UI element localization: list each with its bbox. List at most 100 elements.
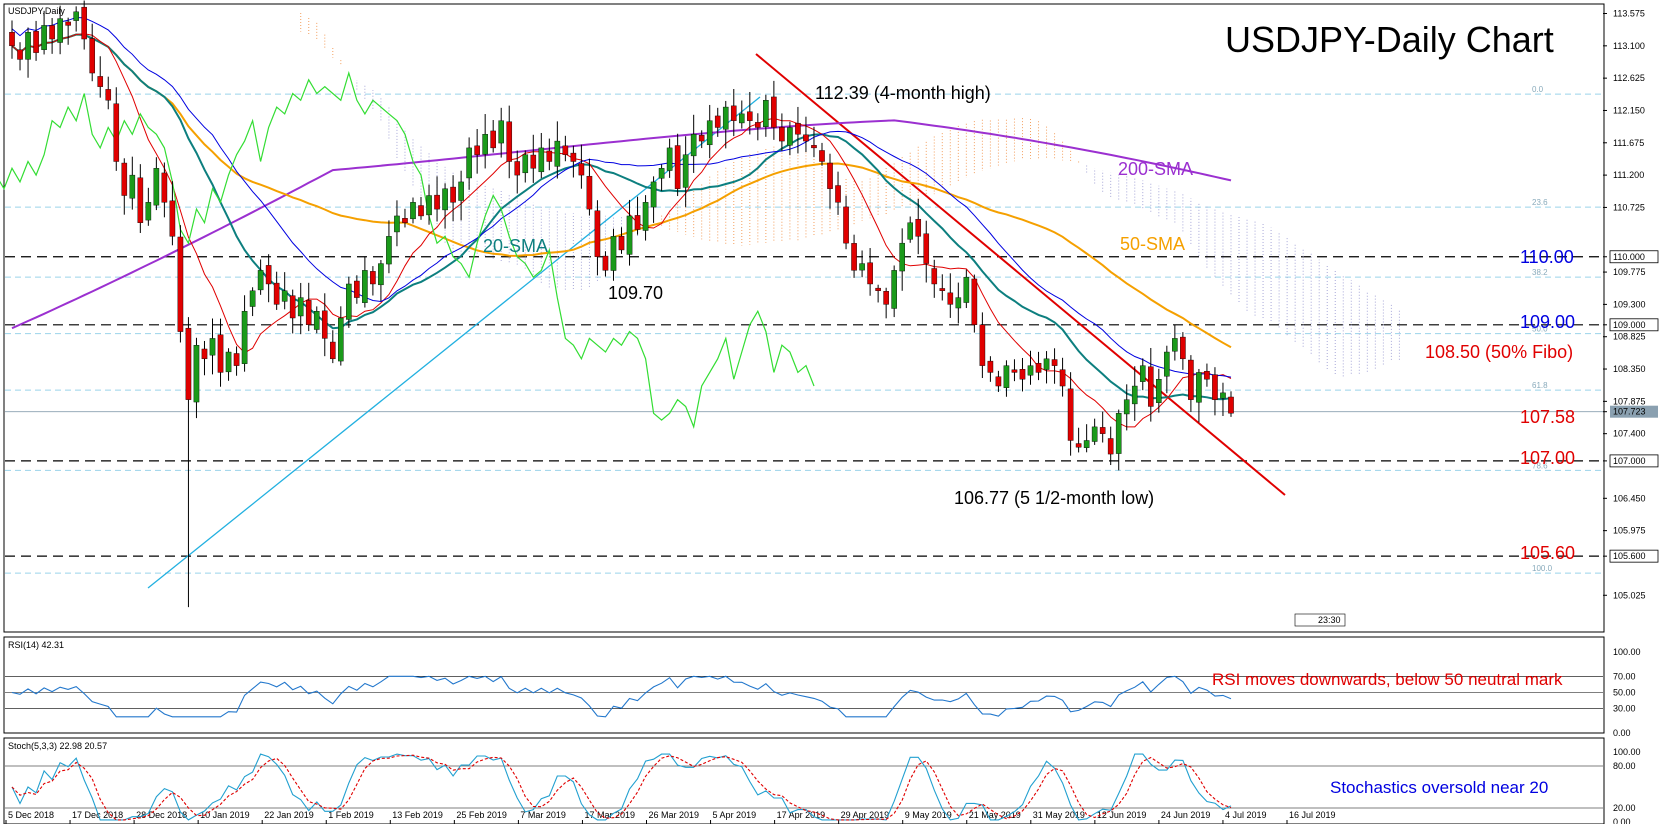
candle-body bbox=[1027, 365, 1034, 376]
candle-body bbox=[1180, 336, 1186, 360]
candle-body bbox=[9, 32, 15, 47]
candle-body bbox=[883, 291, 889, 305]
candle-body bbox=[1019, 369, 1026, 380]
candle-body bbox=[49, 25, 55, 40]
candle-body bbox=[835, 185, 841, 203]
candle-body bbox=[538, 147, 545, 173]
candle-body bbox=[362, 270, 368, 303]
current-price-label: 107.723 bbox=[1613, 407, 1646, 417]
candle-body bbox=[57, 18, 63, 43]
time-tick-label: 17 Apr 2019 bbox=[777, 810, 826, 820]
candle-body bbox=[1107, 438, 1114, 455]
candle-body bbox=[506, 121, 513, 162]
time-tick-label: 24 Jun 2019 bbox=[1161, 810, 1211, 820]
candle-body bbox=[827, 162, 833, 189]
price-tick-label: 111.675 bbox=[1613, 138, 1644, 148]
candle-body bbox=[1083, 440, 1090, 448]
candle-body bbox=[626, 215, 633, 255]
time-tick-label: 10 Jan 2019 bbox=[200, 810, 250, 820]
time-tick-label: 12 Jun 2019 bbox=[1097, 810, 1147, 820]
rsi-line bbox=[11, 675, 1232, 718]
candle-body bbox=[490, 130, 496, 149]
candle-body bbox=[65, 21, 71, 26]
osc-tick-label: 0.00 bbox=[1613, 817, 1631, 824]
candle-body bbox=[217, 334, 224, 373]
level-badge bbox=[1609, 250, 1659, 264]
candle-body bbox=[113, 103, 120, 162]
price-tick-label: 111.200 bbox=[1613, 170, 1644, 180]
level-badge-label: 109.000 bbox=[1613, 320, 1646, 330]
time-tick-label: 9 May 2019 bbox=[905, 810, 952, 820]
time-tick-label: 16 Jul 2019 bbox=[1289, 810, 1336, 820]
fibo-label: 78.6 bbox=[1532, 461, 1548, 470]
candle-body bbox=[81, 6, 87, 40]
candle-body bbox=[289, 295, 296, 319]
label-20-sma: 20-SMA bbox=[483, 236, 548, 256]
candle-body bbox=[594, 210, 601, 257]
candle-body bbox=[482, 134, 488, 155]
candle-body bbox=[747, 111, 753, 121]
candle-body bbox=[570, 152, 577, 162]
chart-title: USDJPY-Daily Chart bbox=[1225, 19, 1554, 60]
price-tick-label: 109.300 bbox=[1613, 299, 1646, 309]
stoch-d-line bbox=[11, 754, 1232, 821]
candle-body bbox=[17, 49, 23, 60]
candle-body bbox=[370, 271, 376, 285]
candles bbox=[9, 0, 1234, 608]
candle-body bbox=[1156, 379, 1162, 403]
price-tick-label: 113.100 bbox=[1613, 41, 1645, 51]
price-tick-label: 108.825 bbox=[1613, 332, 1646, 342]
candle-body bbox=[209, 338, 216, 356]
candle-body bbox=[137, 177, 144, 223]
level-badge-label: 110.000 bbox=[1613, 252, 1645, 262]
level-105-60-label: 105.60 bbox=[1520, 543, 1575, 563]
candle-body bbox=[458, 181, 464, 201]
price-tick-label: 109.775 bbox=[1613, 267, 1646, 277]
candle-body bbox=[955, 297, 962, 309]
time-tick-label: 17 Dec 2018 bbox=[72, 810, 123, 820]
osc-tick-label: 20.00 bbox=[1613, 803, 1636, 813]
candle-body bbox=[313, 310, 320, 330]
candle-body bbox=[153, 168, 160, 206]
candle-body bbox=[738, 113, 745, 124]
level-109-label: 109.00 bbox=[1520, 312, 1575, 332]
candle-body bbox=[410, 202, 416, 220]
candle-body bbox=[755, 122, 761, 128]
candle-body bbox=[418, 205, 424, 217]
price-tick-label: 108.350 bbox=[1613, 364, 1646, 374]
candle-body bbox=[658, 168, 665, 179]
candle-body bbox=[177, 236, 184, 332]
candle-body bbox=[1188, 359, 1194, 400]
fibo-label: 50.0 bbox=[1532, 325, 1548, 334]
candle-body bbox=[297, 297, 304, 317]
candle-body bbox=[1091, 426, 1098, 442]
candle-body bbox=[795, 122, 801, 135]
candle-body bbox=[642, 202, 649, 231]
candle-body bbox=[763, 100, 769, 127]
time-tick-label: 13 Feb 2019 bbox=[392, 810, 443, 820]
countdown-badge: 23:30 bbox=[1318, 615, 1341, 625]
time-tick-label: 31 May 2019 bbox=[1033, 810, 1085, 820]
candle-body bbox=[1003, 365, 1010, 388]
time-tick-label: 5 Apr 2019 bbox=[713, 810, 757, 820]
candle-body bbox=[1115, 413, 1122, 454]
candle-body bbox=[1075, 443, 1082, 448]
candle-body bbox=[971, 278, 978, 326]
time-axis: 5 Dec 2018 17 Dec 2018 28 Dec 2018 10 Jan 2… bbox=[5, 810, 1336, 824]
time-tick-label: 1 Feb 2019 bbox=[328, 810, 374, 820]
current-price-badge bbox=[1610, 405, 1658, 418]
candle-body bbox=[891, 270, 897, 309]
candle-body bbox=[682, 154, 689, 188]
level-107-58-label: 107.58 bbox=[1520, 407, 1575, 427]
candle-body bbox=[1220, 392, 1226, 399]
fibo-label: 100.0 bbox=[1532, 564, 1553, 573]
candle-body bbox=[1164, 351, 1170, 377]
candle-body bbox=[97, 76, 104, 87]
candle-body bbox=[811, 145, 817, 149]
candle-body bbox=[281, 290, 288, 302]
price-tick-label: 107.875 bbox=[1613, 396, 1646, 406]
rsi-panel-frame bbox=[3, 636, 1605, 734]
candle-body bbox=[907, 222, 914, 240]
grid-layer: 0.0 23.6 38.2 50.0 61.8 78.6 100.0 bbox=[5, 85, 1603, 574]
candle-body bbox=[1099, 427, 1106, 434]
